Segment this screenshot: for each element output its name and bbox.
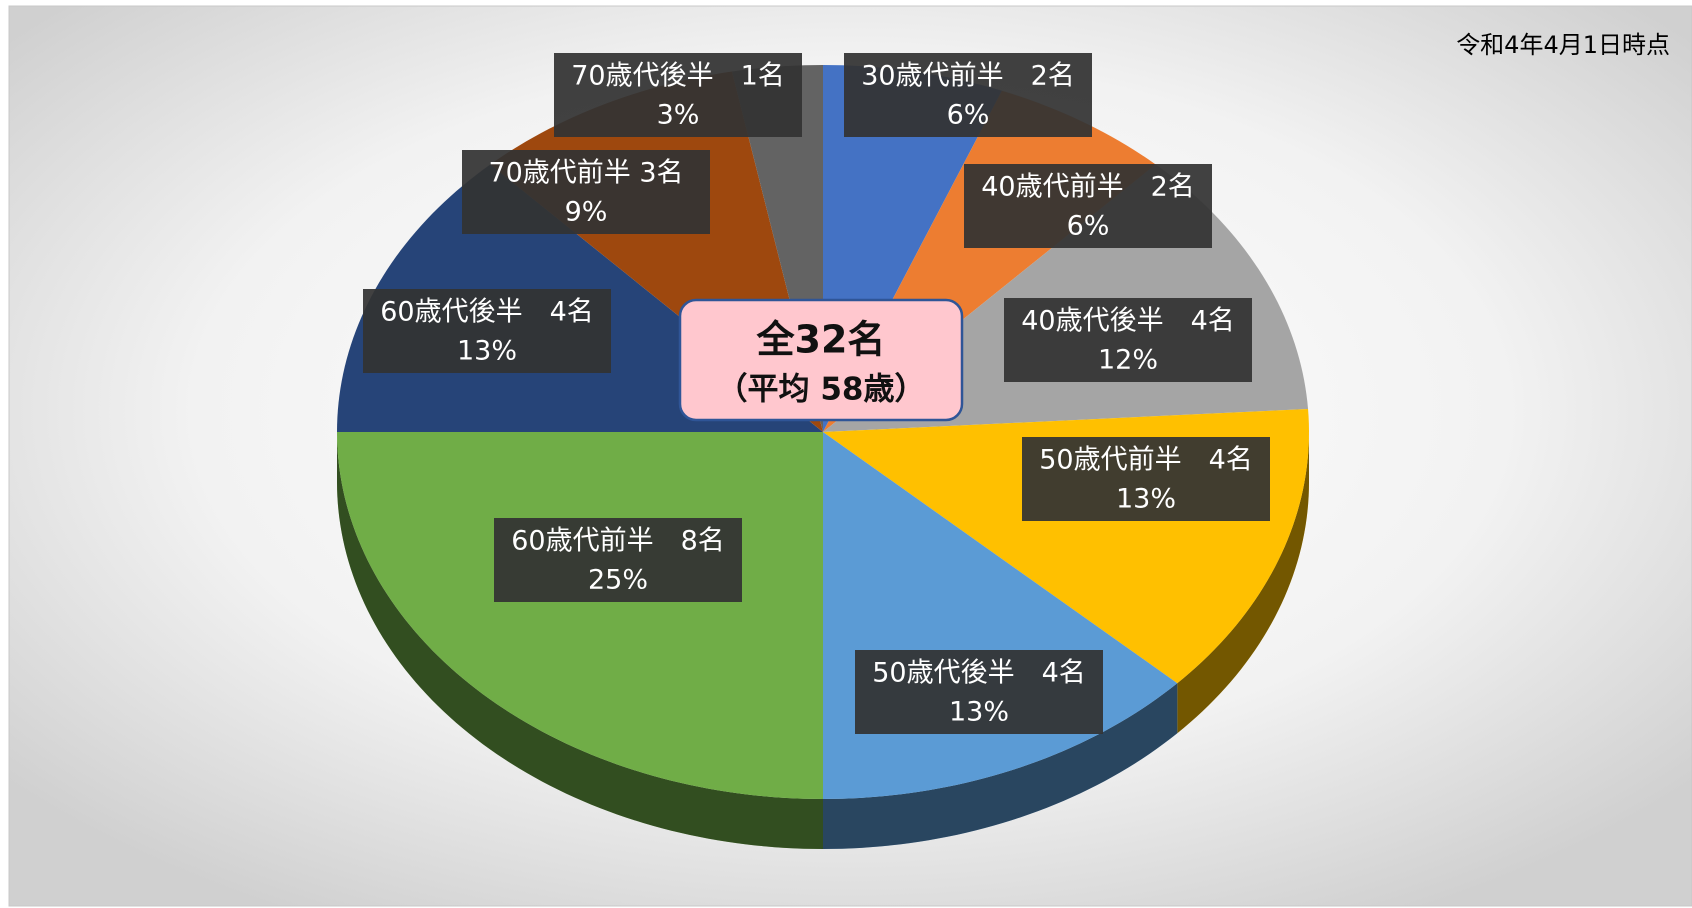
value-label: 13% xyxy=(949,697,1009,728)
value-label: 25% xyxy=(588,565,648,596)
category-label: 50歳代後半 4名 xyxy=(872,658,1086,689)
label-box xyxy=(363,289,611,373)
value-label: 13% xyxy=(1116,484,1176,515)
category-label: 70歳代前半 3名 xyxy=(488,158,683,189)
label-box xyxy=(855,650,1103,734)
slice-side-shade xyxy=(337,432,823,849)
label-box xyxy=(1022,437,1270,521)
value-label: 6% xyxy=(1067,211,1110,242)
center-average: （平均 58歳） xyxy=(717,372,926,408)
labels: 30歳代前半 2名 6% 40歳代前半 2名 6% 40歳代後半 4名 12% 50歳代前半… xyxy=(363,53,1270,734)
value-label: 12% xyxy=(1098,345,1158,376)
category-label: 30歳代前半 2名 xyxy=(861,61,1075,92)
category-label: 70歳代後半 1名 xyxy=(571,61,785,92)
label-box xyxy=(554,53,802,137)
date-note: 令和4年4月1日時点 xyxy=(1456,31,1670,59)
center-total: 全32名 xyxy=(756,318,886,362)
label-box xyxy=(1004,298,1252,382)
category-label: 40歳代前半 2名 xyxy=(981,172,1195,203)
value-label: 13% xyxy=(457,336,517,367)
label-box xyxy=(964,164,1212,248)
slice-side-shade xyxy=(823,683,1178,849)
value-label: 6% xyxy=(947,100,990,131)
center-box-bg xyxy=(678,298,964,422)
category-label: 60歳代前半 8名 xyxy=(511,526,725,557)
value-label: 9% xyxy=(565,197,608,228)
category-label: 60歳代後半 4名 xyxy=(380,297,594,328)
category-label: 50歳代前半 4名 xyxy=(1039,445,1253,476)
label-box xyxy=(462,150,710,234)
center-box: 全32名 （平均 58歳） xyxy=(678,298,964,422)
label-box xyxy=(844,53,1092,137)
label-box xyxy=(494,518,742,602)
slice-side-shade xyxy=(1177,432,1309,734)
category-label: 40歳代後半 4名 xyxy=(1021,306,1235,337)
value-label: 3% xyxy=(657,100,700,131)
